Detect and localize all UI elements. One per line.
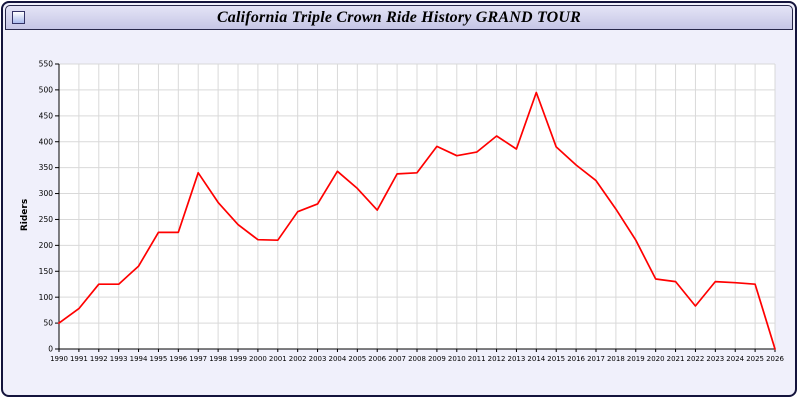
window-title-bar: California Triple Crown Ride History GRA… (5, 5, 793, 30)
svg-text:450: 450 (39, 111, 54, 120)
svg-text:550: 550 (39, 60, 54, 69)
svg-text:50: 50 (43, 319, 53, 328)
svg-text:2025: 2025 (746, 355, 764, 363)
svg-text:1998: 1998 (209, 355, 227, 363)
svg-text:1995: 1995 (150, 355, 168, 363)
svg-text:2001: 2001 (269, 355, 287, 363)
svg-text:2002: 2002 (289, 355, 307, 363)
svg-text:150: 150 (39, 267, 54, 276)
svg-text:250: 250 (39, 215, 54, 224)
svg-text:2013: 2013 (508, 355, 526, 363)
svg-text:2008: 2008 (408, 355, 426, 363)
svg-text:1991: 1991 (70, 355, 88, 363)
svg-text:300: 300 (39, 189, 54, 198)
svg-text:2000: 2000 (249, 355, 267, 363)
svg-text:2019: 2019 (627, 355, 645, 363)
svg-text:2003: 2003 (309, 355, 327, 363)
svg-text:350: 350 (39, 163, 54, 172)
svg-text:1999: 1999 (229, 355, 247, 363)
svg-text:200: 200 (39, 241, 54, 250)
svg-text:2026: 2026 (766, 355, 784, 363)
svg-text:1993: 1993 (110, 355, 128, 363)
svg-text:2014: 2014 (527, 355, 545, 363)
window-icon (12, 11, 25, 24)
svg-text:2020: 2020 (647, 355, 665, 363)
svg-text:2004: 2004 (329, 355, 347, 363)
svg-text:2016: 2016 (567, 355, 585, 363)
svg-text:2021: 2021 (667, 355, 685, 363)
svg-text:1997: 1997 (189, 355, 207, 363)
svg-text:1990: 1990 (50, 355, 68, 363)
svg-text:2011: 2011 (468, 355, 486, 363)
svg-text:500: 500 (39, 86, 54, 95)
svg-text:2009: 2009 (428, 355, 446, 363)
svg-text:2023: 2023 (706, 355, 724, 363)
svg-text:100: 100 (39, 293, 54, 302)
y-axis-label: Riders (20, 198, 31, 231)
svg-text:2006: 2006 (368, 355, 386, 363)
svg-text:2017: 2017 (587, 355, 605, 363)
svg-text:0: 0 (48, 345, 53, 354)
svg-text:1994: 1994 (130, 355, 148, 363)
svg-text:1992: 1992 (90, 355, 108, 363)
page-title: California Triple Crown Ride History GRA… (216, 8, 582, 26)
svg-text:2010: 2010 (448, 355, 466, 363)
svg-text:2012: 2012 (488, 355, 506, 363)
svg-text:2005: 2005 (348, 355, 366, 363)
svg-text:2007: 2007 (388, 355, 406, 363)
svg-text:400: 400 (39, 137, 54, 146)
chart-container: Riders 0 50 100 150 200 250 300 350 400 450 500 550… (11, 52, 787, 377)
svg-text:1996: 1996 (169, 355, 187, 363)
svg-text:2022: 2022 (687, 355, 705, 363)
svg-text:2024: 2024 (726, 355, 744, 363)
svg-text:2018: 2018 (607, 355, 625, 363)
svg-text:2015: 2015 (547, 355, 565, 363)
